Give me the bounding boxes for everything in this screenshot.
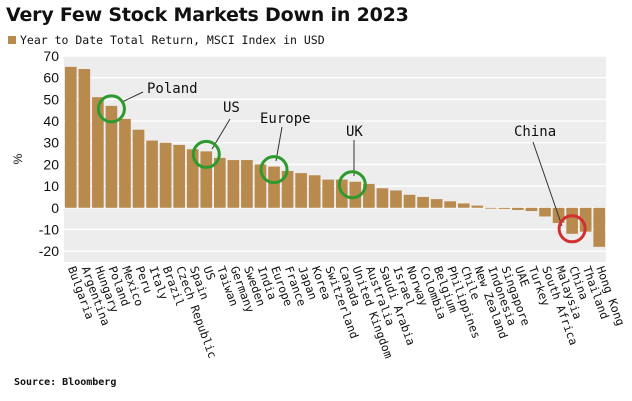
bar <box>579 207 592 232</box>
bar <box>525 207 538 212</box>
source-note: Source: Bloomberg <box>14 377 117 388</box>
bar <box>471 205 484 208</box>
plot-area <box>64 56 606 262</box>
bar <box>146 140 158 208</box>
y-tick-label: 20 <box>43 156 59 172</box>
highlight-circle <box>191 139 221 169</box>
annotation-label: Europe <box>260 111 311 127</box>
bar <box>78 69 91 208</box>
annotation-leader-line <box>532 141 563 227</box>
bar <box>444 201 457 208</box>
annotation-label: China <box>514 124 556 140</box>
bar <box>566 207 578 234</box>
bar <box>539 207 551 217</box>
highlight-circle <box>557 214 587 244</box>
bar <box>92 97 104 208</box>
y-tick-label: 50 <box>43 91 59 107</box>
bar <box>457 203 470 208</box>
y-tick-label: 70 <box>43 48 59 64</box>
annotation-label: US <box>223 100 240 116</box>
bar <box>308 175 321 208</box>
bar <box>281 170 294 208</box>
bar <box>403 194 416 208</box>
y-tick-label: 0 <box>51 200 59 216</box>
highlight-circle <box>337 170 367 200</box>
bar <box>254 164 267 208</box>
y-tick-label: -10 <box>39 221 59 237</box>
legend-swatch <box>8 36 16 44</box>
bar <box>376 188 389 208</box>
y-tick-label: 60 <box>43 70 59 86</box>
highlight-circle <box>96 94 126 124</box>
y-tick-label: 30 <box>43 135 59 151</box>
bar <box>186 149 199 208</box>
bar <box>268 166 280 208</box>
bar <box>105 105 118 208</box>
bar <box>430 199 443 208</box>
bar <box>417 196 429 208</box>
bar <box>200 151 213 208</box>
annotation-leader-line <box>275 126 283 162</box>
bar <box>132 129 145 208</box>
bar <box>213 157 226 208</box>
bar <box>64 66 77 208</box>
bar <box>295 173 307 208</box>
bar <box>512 207 524 210</box>
x-tick-label: US <box>200 264 218 282</box>
bar <box>484 207 497 209</box>
bar <box>241 160 253 208</box>
legend: Year to Date Total Return, MSCI Index in… <box>8 33 325 47</box>
bar <box>322 179 335 208</box>
bar <box>593 207 606 247</box>
bar <box>159 142 172 208</box>
y-axis-label: % <box>11 153 25 164</box>
bar <box>119 118 131 208</box>
highlight-circle <box>259 155 289 185</box>
bar <box>227 160 240 208</box>
y-tick-label: 40 <box>43 113 59 129</box>
annotation-label: Poland <box>147 81 198 97</box>
x-tick-label: UAE <box>512 264 532 288</box>
annotation-label: UK <box>346 124 363 140</box>
bar <box>349 181 362 208</box>
bar <box>363 183 375 208</box>
chart-title: Very Few Stock Markets Down in 2023 <box>6 4 409 26</box>
legend-label: Year to Date Total Return, MSCI Index in… <box>20 33 325 47</box>
bar <box>390 190 402 208</box>
y-tick-label: 10 <box>43 178 59 194</box>
bar <box>498 207 511 209</box>
bar <box>173 144 186 208</box>
annotation-leader-line <box>121 91 144 103</box>
y-tick-label: -20 <box>39 243 59 259</box>
